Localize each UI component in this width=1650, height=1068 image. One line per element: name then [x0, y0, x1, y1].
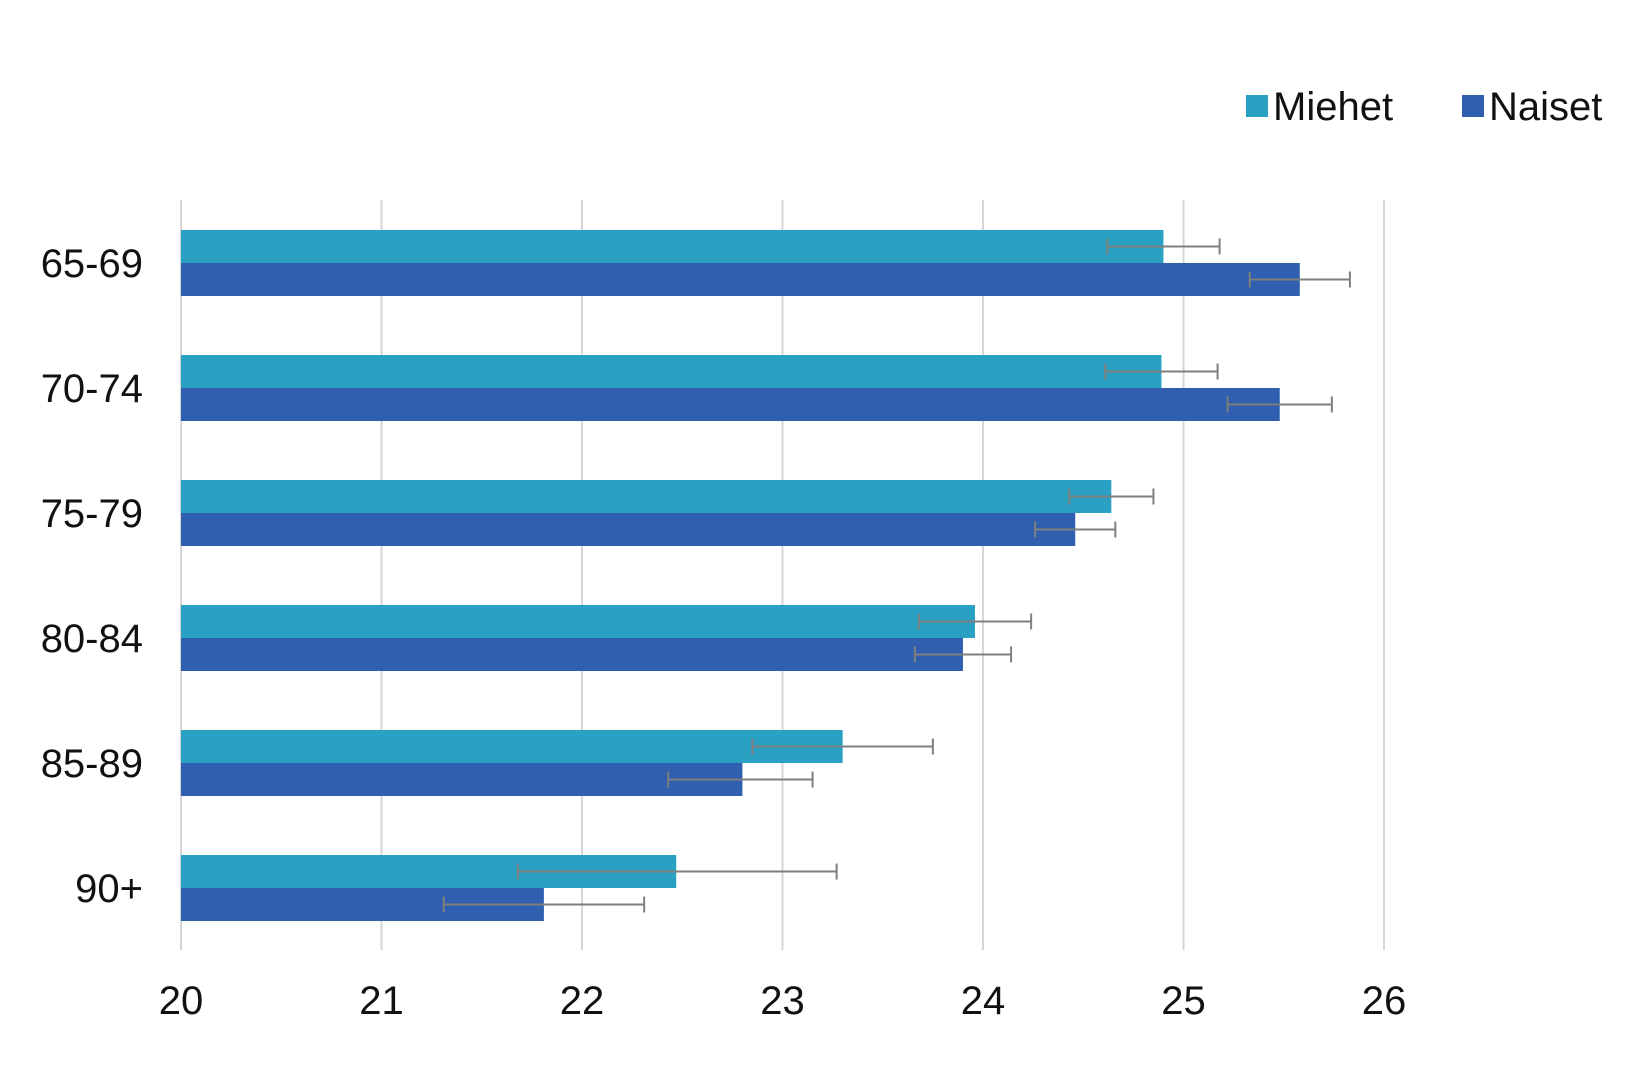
- legend-label-miehet: Miehet: [1273, 85, 1393, 129]
- error-bar-naiset-90+: [442, 896, 646, 913]
- bar-miehet-80-84: [181, 605, 975, 638]
- gridlines: [180, 200, 1385, 950]
- category-label-75-79: 75-79: [41, 492, 143, 536]
- legend-item-naiset: Naiset: [1462, 85, 1602, 129]
- bars: [181, 230, 1300, 921]
- x-tick-label-24: 24: [961, 979, 1006, 1023]
- category-label-70-74: 70-74: [41, 367, 143, 411]
- legend: Miehet Naiset: [1246, 85, 1602, 129]
- x-tick-label-26: 26: [1362, 979, 1407, 1023]
- error-bar-naiset-70-74: [1226, 396, 1333, 413]
- error-bar-naiset-80-84: [913, 646, 1013, 663]
- bar-naiset-65-69: [181, 263, 1300, 296]
- x-tick-label-23: 23: [760, 979, 805, 1023]
- x-tick-labels: 20 21 22 23 24 25 26: [159, 979, 1407, 1023]
- error-bar-miehet-65-69: [1106, 238, 1221, 255]
- error-bars: [442, 238, 1351, 913]
- x-tick-label-20: 20: [159, 979, 204, 1023]
- bar-miehet-65-69: [181, 230, 1164, 263]
- error-bar-miehet-90+: [516, 863, 838, 880]
- x-tick-label-25: 25: [1161, 979, 1206, 1023]
- legend-swatch-miehet: [1246, 95, 1268, 117]
- legend-swatch-naiset: [1462, 95, 1484, 117]
- legend-item-miehet: Miehet: [1246, 85, 1393, 129]
- legend-label-naiset: Naiset: [1489, 85, 1602, 129]
- error-bar-naiset-85-89: [667, 771, 814, 788]
- category-label-85-89: 85-89: [41, 742, 143, 786]
- category-label-65-69: 65-69: [41, 242, 143, 286]
- error-bar-naiset-65-69: [1248, 271, 1351, 288]
- error-bar-miehet-85-89: [751, 738, 934, 755]
- error-bar-miehet-70-74: [1104, 363, 1219, 380]
- bar-miehet-75-79: [181, 480, 1112, 513]
- category-label-80-84: 80-84: [41, 617, 143, 661]
- category-labels: 65-69 70-74 75-79 80-84 85-89 90+: [41, 242, 143, 911]
- category-label-90+: 90+: [75, 867, 143, 911]
- bar-miehet-85-89: [181, 730, 843, 763]
- bar-naiset-70-74: [181, 388, 1280, 421]
- error-bar-miehet-80-84: [917, 613, 1033, 630]
- bar-miehet-70-74: [181, 355, 1162, 388]
- error-bar-naiset-75-79: [1034, 521, 1117, 538]
- bar-naiset-80-84: [181, 638, 963, 671]
- bar-naiset-85-89: [181, 763, 743, 796]
- x-tick-label-22: 22: [560, 979, 605, 1023]
- error-bar-miehet-75-79: [1068, 488, 1155, 505]
- bar-naiset-75-79: [181, 513, 1076, 546]
- x-tick-label-21: 21: [359, 979, 404, 1023]
